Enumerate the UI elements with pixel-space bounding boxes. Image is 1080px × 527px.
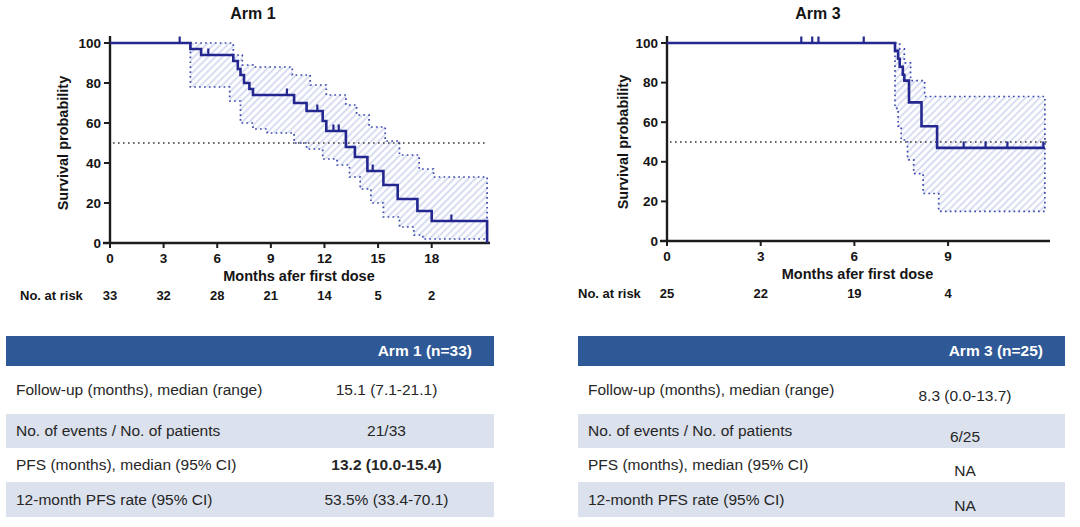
x-tick-label: 3 <box>160 251 168 266</box>
y-tick-label: 20 <box>86 196 101 211</box>
no-at-risk-value: 22 <box>753 286 767 301</box>
km-chart-arm3: 0 3 6 9 0 20 40 60 80 100 Arm 3 Months afer first d… <box>540 0 1080 312</box>
row-value: 8.3 (0.0-13.7) <box>865 387 1065 405</box>
row-label: No. of events / No. of patients <box>578 422 865 440</box>
y-tick-label: 60 <box>86 116 101 131</box>
confidence-band <box>190 43 487 239</box>
y-tick-label: 40 <box>643 154 658 169</box>
arm3-table-header: Arm 3 (n=25) <box>578 336 1065 366</box>
x-tick-label: 6 <box>213 251 221 266</box>
table-row: Follow-up (months), median (range) 8.3 (… <box>578 366 1065 414</box>
chart-title: Arm 3 <box>795 5 840 22</box>
no-at-risk-value: 4 <box>944 286 952 301</box>
row-label: PFS (months), median (95% CI) <box>6 456 279 474</box>
y-tick-label: 40 <box>86 156 101 171</box>
y-tick-label: 80 <box>643 75 658 90</box>
x-tick-label: 6 <box>851 249 859 264</box>
x-tick-label: 0 <box>663 249 671 264</box>
no-at-risk-value: 28 <box>210 288 224 303</box>
x-tick-label: 9 <box>944 249 952 264</box>
no-at-risk-value: 32 <box>156 288 170 303</box>
table-row: 12-month PFS rate (95% CI) NA <box>578 482 1065 517</box>
x-tick-label: 9 <box>267 251 275 266</box>
x-tick-label: 3 <box>757 249 765 264</box>
row-label: 12-month PFS rate (95% CI) <box>6 491 279 509</box>
row-label: 12-month PFS rate (95% CI) <box>578 491 865 509</box>
x-tick-label: 18 <box>424 251 440 266</box>
no-at-risk-label: No. at risk <box>578 286 642 301</box>
no-at-risk-value: 25 <box>660 286 674 301</box>
table-row: PFS (months), median (95% CI) 13.2 (10.0… <box>6 448 494 482</box>
no-at-risk-value: 2 <box>428 288 435 303</box>
row-value: 53.5% (33.4-70.1) <box>279 491 494 509</box>
no-at-risk-value: 21 <box>264 288 278 303</box>
x-tick-label: 0 <box>106 251 114 266</box>
y-tick-label: 80 <box>86 76 101 91</box>
row-label: PFS (months), median (95% CI) <box>578 456 865 474</box>
row-label: Follow-up (months), median (range) <box>6 381 279 399</box>
table-row: No. of events / No. of patients 6/25 <box>578 414 1065 448</box>
arm3-stats-table: Arm 3 (n=25) Follow-up (months), median … <box>578 336 1065 517</box>
row-value: 13.2 (10.0-15.4) <box>279 456 494 474</box>
arm1-stats-table: Arm 1 (n=33) Follow-up (months), median … <box>6 336 494 517</box>
y-tick-label: 0 <box>650 234 658 249</box>
no-at-risk-value: 19 <box>847 286 861 301</box>
row-value: 21/33 <box>279 422 494 440</box>
confidence-band <box>895 43 1045 211</box>
y-tick-label: 0 <box>93 236 101 251</box>
chart-title: Arm 1 <box>230 5 275 22</box>
no-at-risk-value: 33 <box>103 288 117 303</box>
y-axis-label: Survival probability <box>55 76 71 211</box>
row-value: 6/25 <box>865 428 1065 446</box>
table-row: No. of events / No. of patients 21/33 <box>6 414 494 448</box>
km-survival-figure: 0369121518020406080100Arm 1Months afer f… <box>0 0 1080 527</box>
row-value: NA <box>865 462 1065 480</box>
x-tick-label: 12 <box>317 251 332 266</box>
y-tick-label: 100 <box>78 36 101 51</box>
x-axis-label: Months afer first dose <box>223 268 374 284</box>
y-tick-label: 20 <box>643 194 658 209</box>
table-row: Follow-up (months), median (range) 15.1 … <box>6 366 494 414</box>
no-at-risk-value: 5 <box>374 288 381 303</box>
y-tick-label: 100 <box>635 36 658 51</box>
row-value: NA <box>865 497 1065 515</box>
row-label: Follow-up (months), median (range) <box>578 381 865 399</box>
y-axis-label: Survival probability <box>615 75 631 210</box>
no-at-risk-label: No. at risk <box>20 288 84 303</box>
arm1-table-header: Arm 1 (n=33) <box>6 336 494 366</box>
table-row: PFS (months), median (95% CI) NA <box>578 448 1065 482</box>
row-label: No. of events / No. of patients <box>6 422 279 440</box>
table-row: 12-month PFS rate (95% CI) 53.5% (33.4-7… <box>6 482 494 517</box>
y-tick-label: 60 <box>643 115 658 130</box>
row-value: 15.1 (7.1-21.1) <box>279 381 494 399</box>
x-axis-label: Months afer first dose <box>782 266 933 282</box>
x-tick-label: 15 <box>371 251 387 266</box>
km-chart-arm1: 0 3 6 9 12 15 18 0 20 40 60 80 100 Arm 1 Months afer f… <box>0 0 540 312</box>
no-at-risk-value: 14 <box>317 288 332 303</box>
